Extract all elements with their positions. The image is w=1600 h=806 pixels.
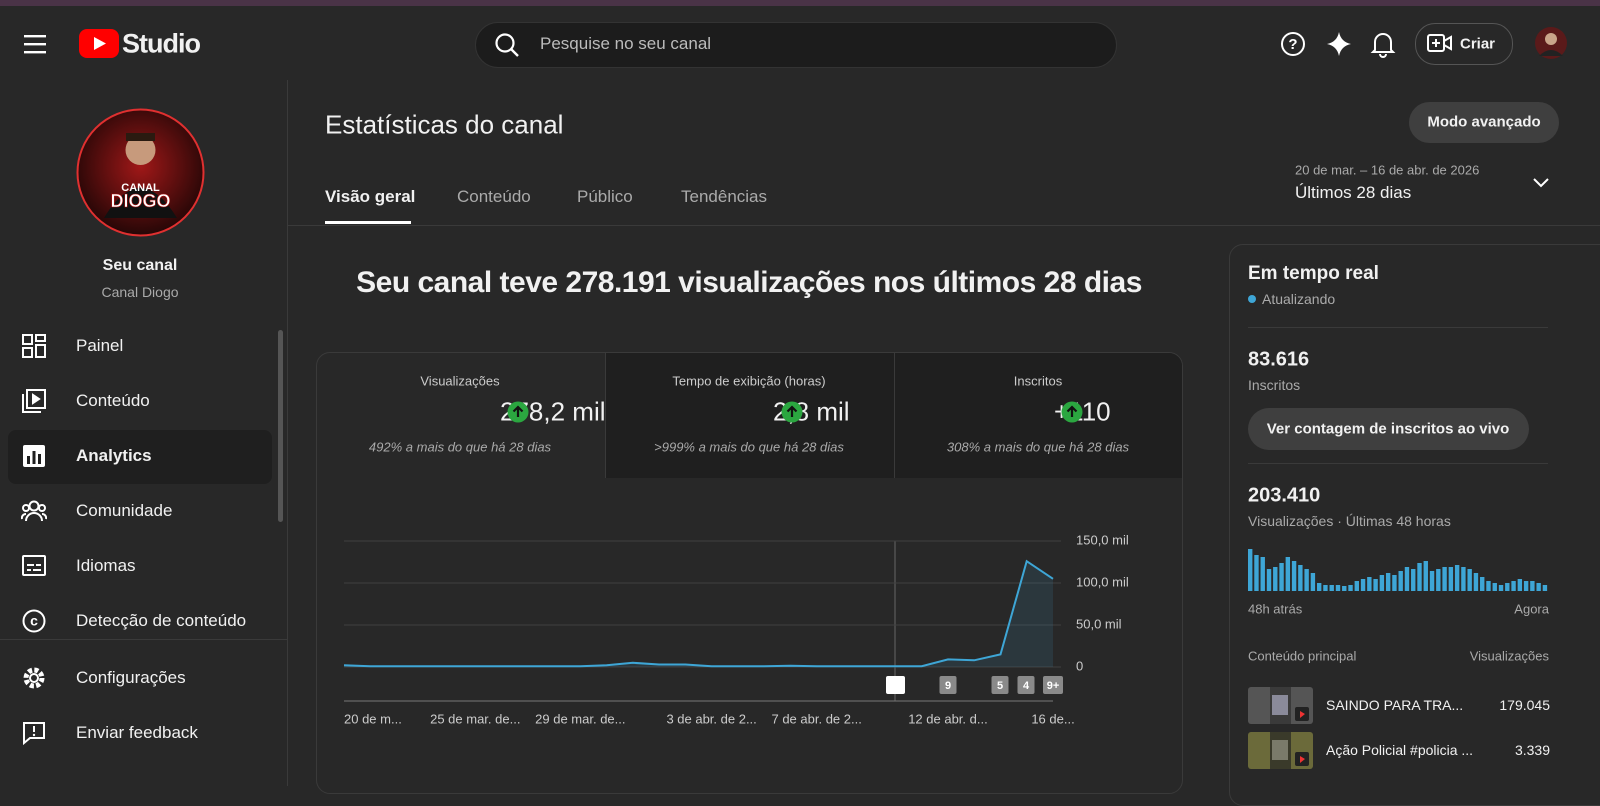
top-content-views: 3.339 [1514,742,1550,758]
help-icon[interactable]: ? [1280,31,1306,57]
nav-icon[interactable] [21,499,47,523]
top-content-title[interactable]: SAINDO PARA TRA... [1326,697,1464,713]
svg-text:c: c [30,613,38,629]
nav-item[interactable]: Conteúdo [76,391,150,410]
advanced-button[interactable] [1409,102,1559,143]
chevron-down[interactable] [1532,177,1550,189]
top-views-header: Visualizações [1469,648,1549,664]
tab[interactable]: Conteúdo [457,187,531,206]
views-label: Visualizações · Últimas 48 horas [1248,513,1451,529]
nav-icon[interactable]: c [22,609,46,633]
live-count-label[interactable]: Ver contagem de inscritos ao vivo [1266,420,1510,438]
tab-divider [288,225,1600,226]
create-label[interactable]: Criar [1460,35,1496,53]
search-icon[interactable] [494,32,522,60]
nav-icon[interactable] [22,721,46,745]
menu-icon[interactable] [24,33,48,55]
tab[interactable]: Tendências [681,187,768,206]
metric-label[interactable]: Tempo de exibição (horas) [672,373,826,389]
nav-item[interactable]: Analytics [76,446,152,465]
thumbnail[interactable] [1248,732,1313,769]
advanced-label[interactable]: Modo avançado [1427,113,1541,131]
logo-text[interactable]: Studio [122,28,201,59]
realtime-title: Em tempo real [1248,263,1379,284]
card-divider [605,353,606,478]
page-title: Estatísticas do canal [325,109,564,140]
bell-icon[interactable] [1370,30,1396,58]
top-content-header: Conteúdo principal [1248,648,1357,664]
nav-item[interactable]: Configurações [76,668,186,687]
nav-icon[interactable] [22,444,46,468]
tab[interactable]: Visão geral [325,187,416,206]
subscriber-count: 83.616 [1248,348,1310,371]
headline: Seu canal teve 278.191 visualizações nos… [356,266,1142,299]
channel-title: Seu canal [102,257,178,274]
nav-icon[interactable] [22,334,46,358]
metric-change: 492% a mais do que há 28 dias [368,439,552,455]
scrollbar[interactable] [278,330,283,522]
nav-item[interactable]: Comunidade [76,501,173,520]
tab-underline [325,221,411,224]
nav-item[interactable]: Idiomas [76,556,136,575]
axis-start-label: 48h atrás [1248,601,1303,617]
create-button[interactable] [1415,23,1513,65]
sidebar-divider [287,80,288,786]
divider [1248,463,1548,464]
thumbnail[interactable] [1248,687,1313,724]
channel-name: Canal Diogo [101,284,179,300]
account-avatar[interactable] [1534,26,1568,60]
metric-change: 308% a mais do que há 28 dias [946,439,1130,455]
window-edge [0,0,1600,6]
nav-active-bg [8,430,272,484]
create-icon[interactable] [1427,33,1453,53]
nav-icon[interactable] [22,389,46,413]
logo-icon[interactable] [79,29,119,58]
date-range[interactable]: 20 de mar. – 16 de abr. de 2026 [1295,162,1480,178]
avatar-text: DIOGO [110,191,170,211]
stats-card [316,352,1183,794]
live-count-button[interactable] [1248,408,1529,450]
card-divider [894,353,895,478]
metric-change: >999% a mais do que há 28 dias [654,439,844,455]
channel-avatar[interactable]: CANAL DIOGO [76,108,205,237]
nav-separator [0,639,287,640]
axis-end-label: Agora [1514,601,1549,617]
up-arrow [1061,401,1083,423]
nav-icon[interactable] [22,555,46,577]
status-dot [1248,295,1256,303]
views-count: 203.410 [1248,484,1321,507]
avatar-text: CANAL [121,182,160,194]
realtime-status: Atualizando [1262,291,1336,307]
svg-text:?: ? [1288,36,1297,53]
metric-label[interactable]: Inscritos [1013,373,1063,389]
period-select[interactable]: Últimos 28 dias [1295,183,1412,202]
metric-label[interactable]: Visualizações [420,373,500,389]
subscriber-label: Inscritos [1248,377,1301,393]
nav-item[interactable]: Enviar feedback [76,723,198,742]
divider [1248,327,1548,328]
up-arrow [781,401,803,423]
up-arrow [507,401,529,423]
nav-item[interactable]: Detecção de conteúdo [76,611,247,630]
tab[interactable]: Público [577,187,633,206]
top-content-title[interactable]: Ação Policial #policia ... [1326,742,1474,758]
search-box[interactable] [475,22,1117,68]
sparkle-icon[interactable] [1326,31,1352,57]
top-content-views: 179.045 [1499,697,1550,713]
nav-item[interactable]: Painel [76,336,124,355]
nav-icon[interactable] [22,666,46,690]
search-placeholder[interactable]: Pesquise no seu canal [540,34,712,53]
card-tabs-bg [605,353,1182,478]
